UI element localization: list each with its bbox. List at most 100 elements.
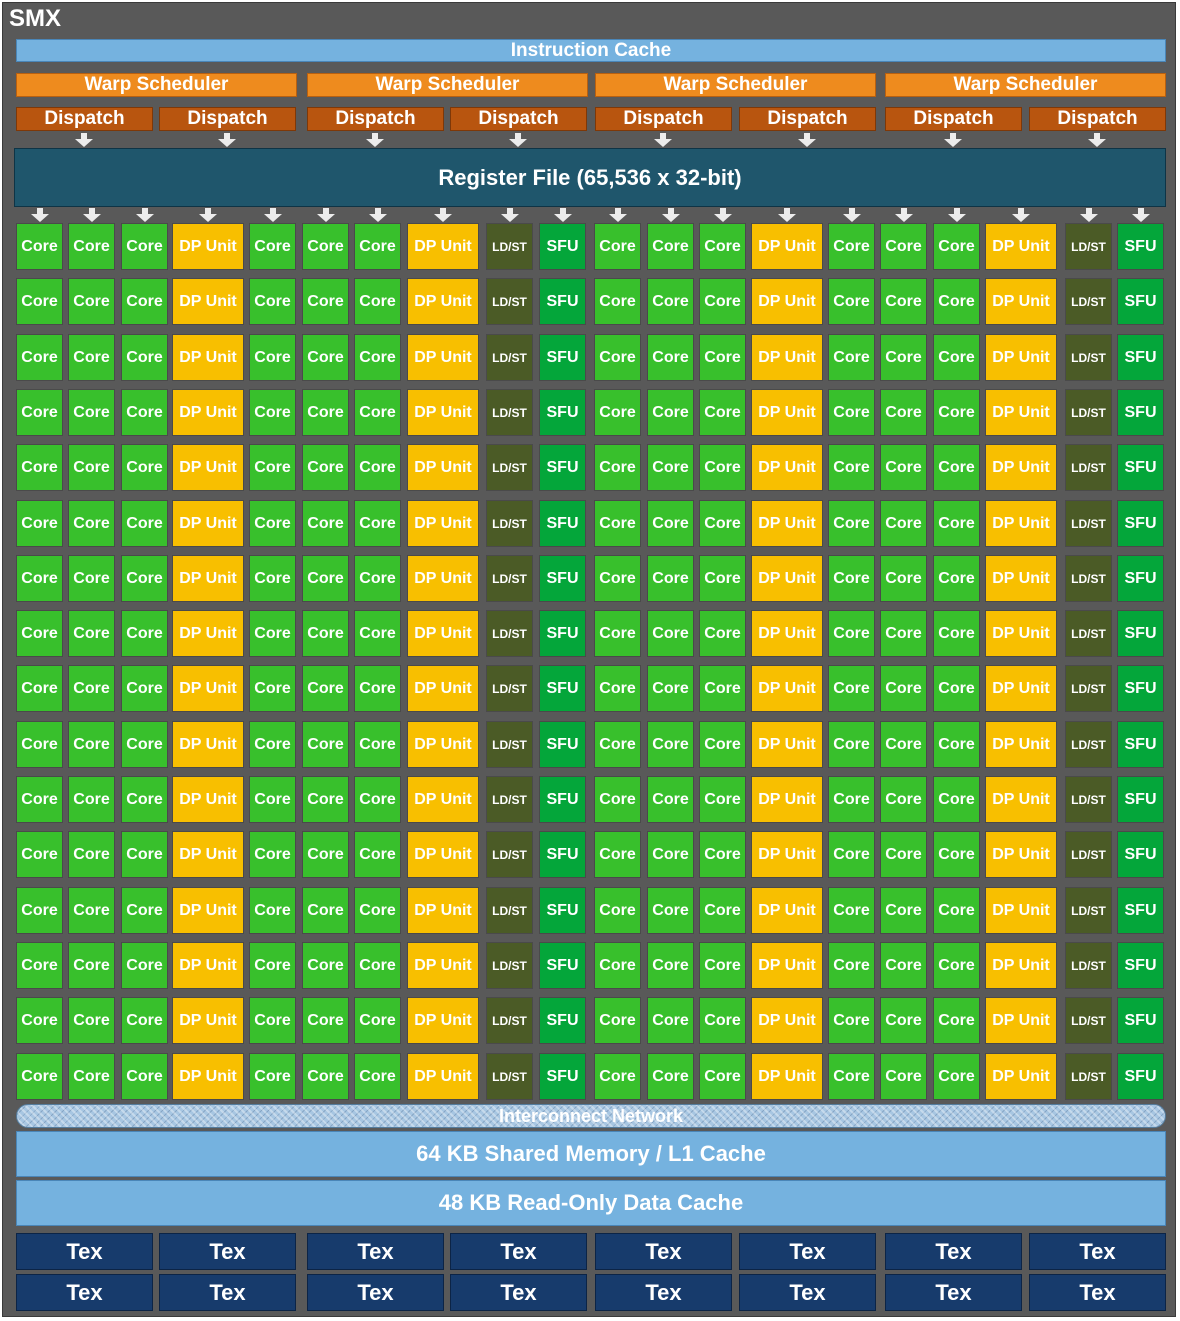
core-unit: Core bbox=[828, 278, 875, 325]
instruction-cache: Instruction Cache bbox=[16, 39, 1166, 62]
core-unit: Core bbox=[828, 223, 875, 270]
ld-st-unit: LD/ST bbox=[1065, 665, 1112, 712]
dispatch-unit: Dispatch bbox=[16, 107, 153, 131]
core-unit: Core bbox=[828, 444, 875, 491]
core-unit: Core bbox=[699, 500, 746, 547]
ld-st-unit: LD/ST bbox=[486, 1053, 533, 1100]
sfu-unit: SFU bbox=[539, 610, 586, 657]
core-unit: Core bbox=[16, 389, 63, 436]
dp-unit: DP Unit bbox=[751, 831, 823, 878]
core-unit: Core bbox=[880, 444, 927, 491]
core-unit: Core bbox=[880, 721, 927, 768]
tex-unit: Tex bbox=[1029, 1233, 1166, 1270]
core-unit: Core bbox=[16, 278, 63, 325]
dp-unit: DP Unit bbox=[407, 942, 479, 989]
core-unit: Core bbox=[121, 776, 168, 823]
dp-unit: DP Unit bbox=[407, 555, 479, 602]
core-unit: Core bbox=[302, 776, 349, 823]
core-unit: Core bbox=[354, 334, 401, 381]
tex-unit: Tex bbox=[16, 1233, 153, 1270]
core-unit: Core bbox=[16, 444, 63, 491]
tex-unit: Tex bbox=[307, 1274, 444, 1311]
sfu-unit: SFU bbox=[1117, 942, 1164, 989]
core-unit: Core bbox=[121, 555, 168, 602]
dp-unit: DP Unit bbox=[751, 500, 823, 547]
core-unit: Core bbox=[16, 721, 63, 768]
core-unit: Core bbox=[68, 223, 115, 270]
ld-st-unit: LD/ST bbox=[1065, 444, 1112, 491]
ld-st-unit: LD/ST bbox=[486, 500, 533, 547]
core-unit: Core bbox=[68, 942, 115, 989]
core-unit: Core bbox=[647, 997, 694, 1044]
core-unit: Core bbox=[647, 223, 694, 270]
core-unit: Core bbox=[249, 389, 296, 436]
dp-unit: DP Unit bbox=[751, 444, 823, 491]
sfu-unit: SFU bbox=[1117, 1053, 1164, 1100]
ld-st-unit: LD/ST bbox=[486, 665, 533, 712]
core-unit: Core bbox=[594, 278, 641, 325]
tex-unit: Tex bbox=[739, 1274, 876, 1311]
core-unit: Core bbox=[68, 444, 115, 491]
core-unit: Core bbox=[933, 997, 980, 1044]
dp-unit: DP Unit bbox=[407, 665, 479, 712]
dp-unit: DP Unit bbox=[751, 1053, 823, 1100]
core-unit: Core bbox=[699, 223, 746, 270]
core-unit: Core bbox=[354, 389, 401, 436]
ld-st-unit: LD/ST bbox=[1065, 610, 1112, 657]
core-unit: Core bbox=[699, 1053, 746, 1100]
core-unit: Core bbox=[699, 555, 746, 602]
core-unit: Core bbox=[68, 665, 115, 712]
sfu-unit: SFU bbox=[1117, 500, 1164, 547]
core-unit: Core bbox=[594, 500, 641, 547]
dp-unit: DP Unit bbox=[172, 610, 244, 657]
sfu-unit: SFU bbox=[539, 831, 586, 878]
core-unit: Core bbox=[828, 997, 875, 1044]
dp-unit: DP Unit bbox=[407, 776, 479, 823]
core-unit: Core bbox=[828, 610, 875, 657]
core-unit: Core bbox=[594, 721, 641, 768]
core-unit: Core bbox=[828, 389, 875, 436]
core-unit: Core bbox=[880, 610, 927, 657]
warp-scheduler: Warp Scheduler bbox=[885, 73, 1166, 97]
core-unit: Core bbox=[302, 665, 349, 712]
core-unit: Core bbox=[16, 942, 63, 989]
dp-unit: DP Unit bbox=[751, 389, 823, 436]
dispatch-unit: Dispatch bbox=[595, 107, 732, 131]
sfu-unit: SFU bbox=[539, 997, 586, 1044]
dp-unit: DP Unit bbox=[985, 776, 1057, 823]
sfu-unit: SFU bbox=[539, 555, 586, 602]
core-unit: Core bbox=[828, 887, 875, 934]
core-unit: Core bbox=[699, 389, 746, 436]
sfu-unit: SFU bbox=[539, 278, 586, 325]
ld-st-unit: LD/ST bbox=[1065, 831, 1112, 878]
core-unit: Core bbox=[647, 721, 694, 768]
dispatch-unit: Dispatch bbox=[885, 107, 1022, 131]
dp-unit: DP Unit bbox=[751, 942, 823, 989]
dp-unit: DP Unit bbox=[172, 776, 244, 823]
dp-unit: DP Unit bbox=[985, 1053, 1057, 1100]
dp-unit: DP Unit bbox=[985, 389, 1057, 436]
core-unit: Core bbox=[828, 776, 875, 823]
core-unit: Core bbox=[16, 665, 63, 712]
core-unit: Core bbox=[828, 665, 875, 712]
dp-unit: DP Unit bbox=[172, 389, 244, 436]
tex-unit: Tex bbox=[595, 1274, 732, 1311]
core-unit: Core bbox=[933, 500, 980, 547]
core-unit: Core bbox=[354, 223, 401, 270]
core-unit: Core bbox=[594, 610, 641, 657]
core-unit: Core bbox=[699, 721, 746, 768]
core-unit: Core bbox=[249, 610, 296, 657]
core-unit: Core bbox=[249, 721, 296, 768]
core-unit: Core bbox=[354, 887, 401, 934]
core-unit: Core bbox=[354, 610, 401, 657]
ld-st-unit: LD/ST bbox=[486, 555, 533, 602]
core-unit: Core bbox=[594, 776, 641, 823]
core-unit: Core bbox=[647, 610, 694, 657]
dp-unit: DP Unit bbox=[751, 610, 823, 657]
core-unit: Core bbox=[354, 831, 401, 878]
dp-unit: DP Unit bbox=[407, 831, 479, 878]
core-unit: Core bbox=[699, 942, 746, 989]
tex-unit: Tex bbox=[159, 1274, 296, 1311]
tex-unit: Tex bbox=[450, 1274, 587, 1311]
